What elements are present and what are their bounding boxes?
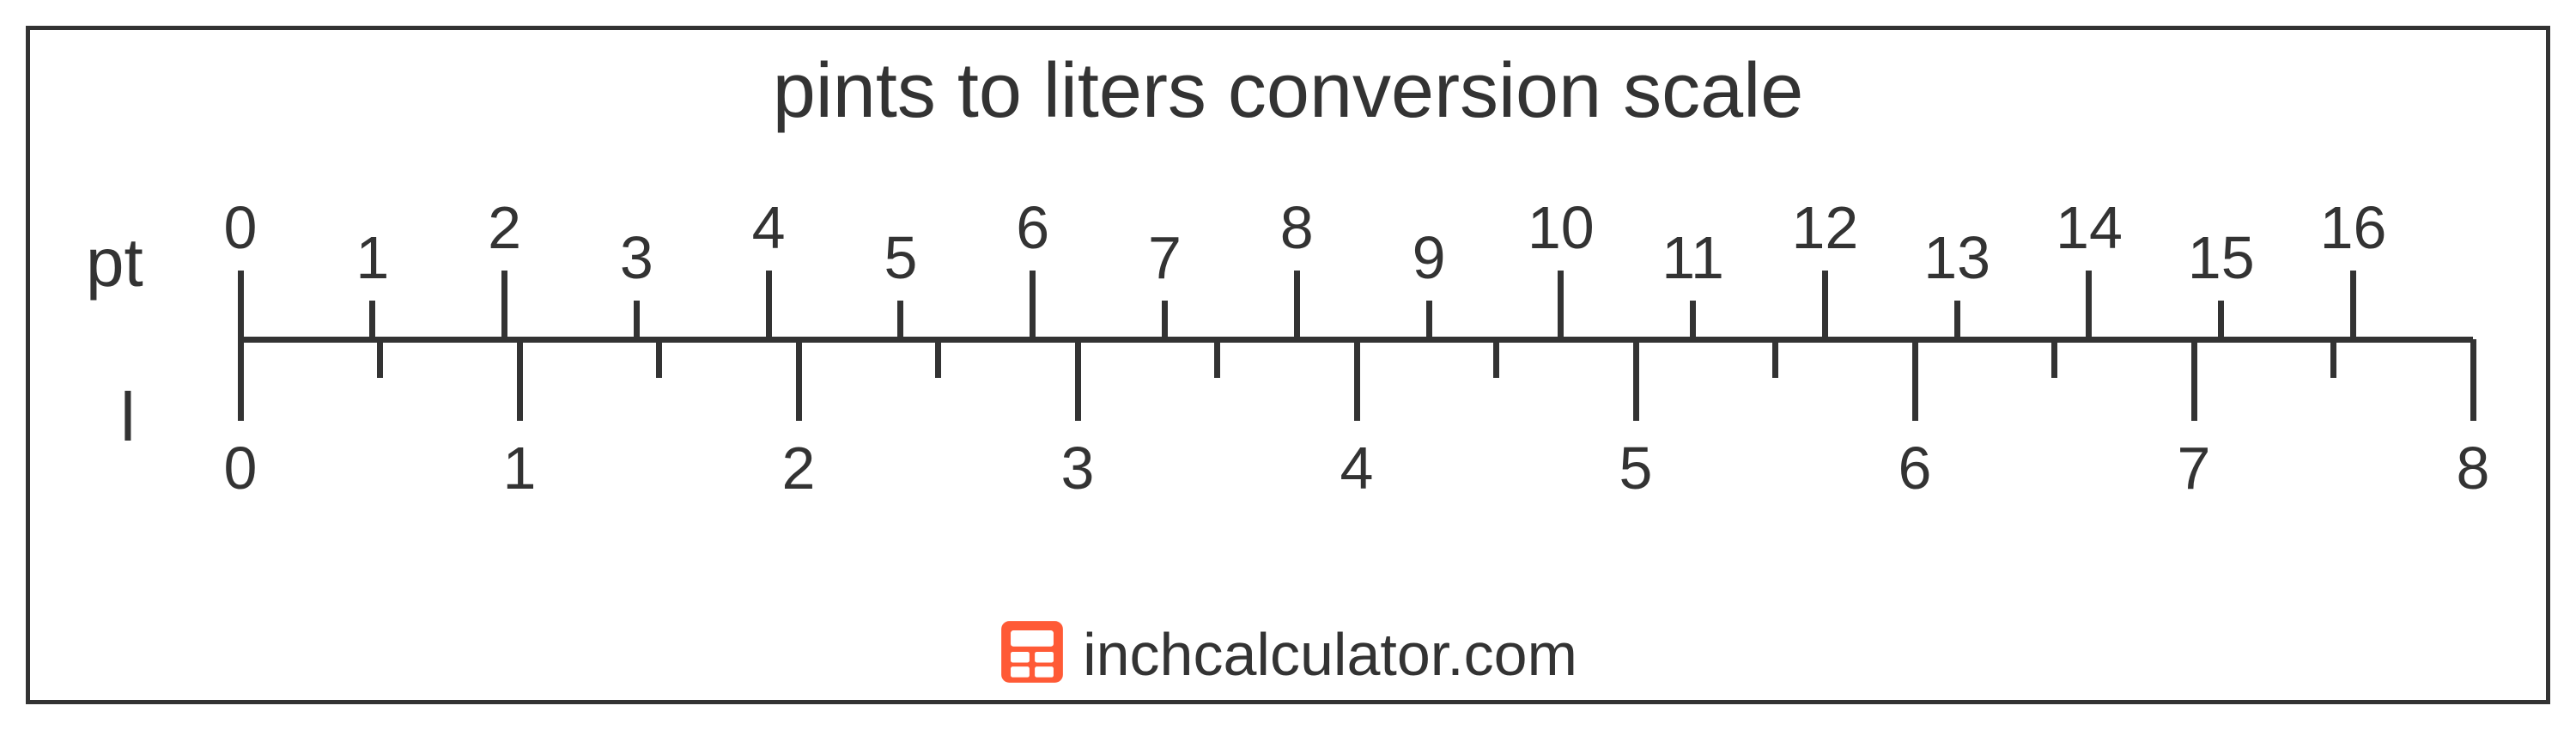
top-tick — [766, 271, 772, 339]
bottom-tick — [1354, 339, 1360, 421]
bottom-tick — [1214, 339, 1220, 378]
top-tick — [1954, 301, 1960, 339]
bottom-tick — [935, 339, 941, 378]
top-tick — [501, 271, 507, 339]
bottom-tick-label: 1 — [503, 434, 537, 502]
bottom-tick-label: 0 — [224, 434, 258, 502]
top-unit-label: pt — [86, 223, 143, 302]
top-tick-label: 6 — [1016, 193, 1049, 262]
bottom-tick — [1912, 339, 1918, 421]
footer: inchcalculator.com — [0, 618, 2576, 690]
bottom-tick-label: 5 — [1619, 434, 1653, 502]
top-tick — [2350, 271, 2356, 339]
top-tick-label: 16 — [2320, 193, 2387, 262]
top-tick-label: 4 — [752, 193, 786, 262]
bottom-tick-label: 4 — [1340, 434, 1374, 502]
top-tick-label: 15 — [2188, 223, 2255, 292]
bottom-tick — [2191, 339, 2197, 421]
top-tick-label: 8 — [1280, 193, 1314, 262]
bottom-tick — [377, 339, 383, 378]
bottom-tick — [796, 339, 802, 421]
top-tick — [2218, 301, 2224, 339]
top-tick — [634, 301, 640, 339]
top-tick-label: 3 — [620, 223, 653, 292]
top-tick-label: 7 — [1148, 223, 1182, 292]
top-tick — [2086, 271, 2092, 339]
top-tick — [369, 301, 375, 339]
bottom-tick-label: 6 — [1899, 434, 1932, 502]
top-tick-label: 0 — [224, 193, 258, 262]
bottom-tick — [1772, 339, 1778, 378]
top-tick — [1426, 301, 1432, 339]
footer-text: inchcalculator.com — [1083, 620, 1577, 689]
bottom-unit-label: l — [120, 378, 136, 457]
bottom-tick — [1493, 339, 1499, 378]
bottom-tick — [656, 339, 662, 378]
top-tick-label: 9 — [1413, 223, 1446, 292]
top-tick — [897, 301, 903, 339]
top-tick — [1294, 271, 1300, 339]
bottom-tick — [2051, 339, 2057, 378]
top-tick-label: 13 — [1923, 223, 1990, 292]
top-tick — [238, 271, 244, 339]
bottom-tick-label: 8 — [2457, 434, 2490, 502]
bottom-tick-label: 2 — [782, 434, 816, 502]
top-tick-label: 14 — [2056, 193, 2123, 262]
top-tick-label: 1 — [355, 223, 389, 292]
diagram-title: pints to liters conversion scale — [0, 47, 2576, 136]
calculator-icon — [999, 618, 1066, 690]
bottom-tick — [2330, 339, 2336, 378]
top-tick — [1690, 301, 1696, 339]
top-tick — [1162, 301, 1168, 339]
top-tick — [1822, 271, 1828, 339]
top-tick-label: 11 — [1662, 223, 1724, 292]
top-tick-label: 12 — [1791, 193, 1858, 262]
top-tick-label: 2 — [488, 193, 521, 262]
bottom-tick — [238, 339, 244, 421]
bottom-tick — [2470, 339, 2476, 421]
top-tick-label: 5 — [884, 223, 917, 292]
bottom-tick-label: 7 — [2178, 434, 2211, 502]
bottom-tick — [1075, 339, 1081, 421]
top-tick-label: 10 — [1528, 193, 1595, 262]
top-tick — [1558, 271, 1564, 339]
top-tick — [1030, 271, 1036, 339]
bottom-tick-label: 3 — [1061, 434, 1095, 502]
bottom-tick — [1633, 339, 1639, 421]
bottom-tick — [517, 339, 523, 421]
